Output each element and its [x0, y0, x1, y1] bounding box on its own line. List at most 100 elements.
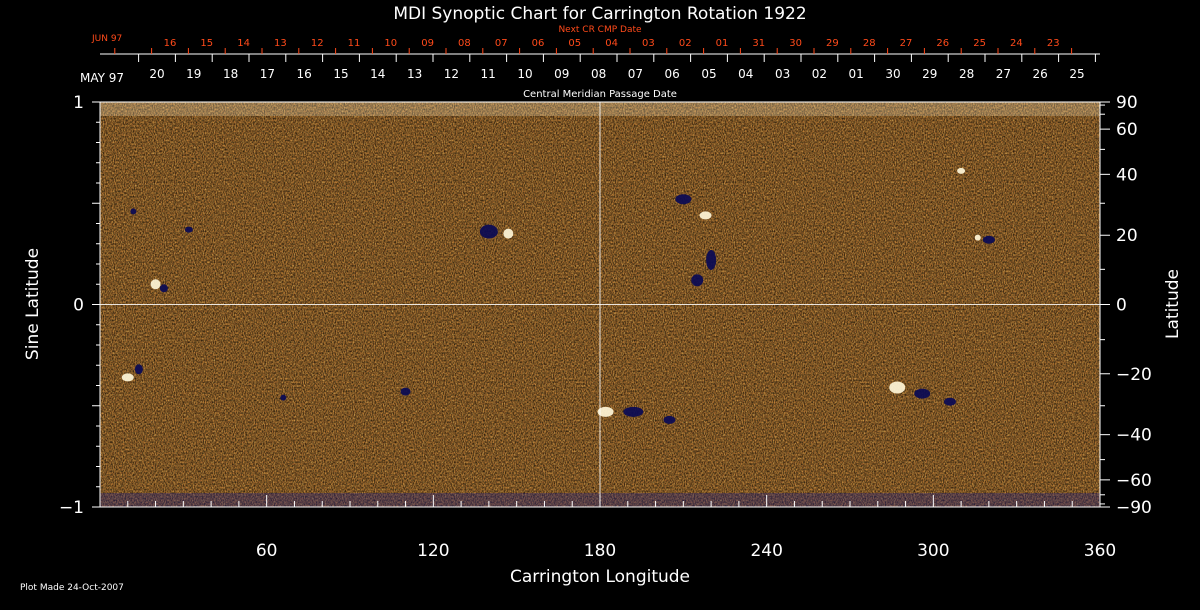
current-date-label: 25 [1069, 67, 1084, 81]
next-date-label: 11 [348, 38, 361, 49]
current-date-label: 28 [959, 67, 974, 81]
x-tick-label: 360 [1084, 541, 1116, 561]
next-date-label: 28 [863, 38, 876, 49]
y-tick-label: 1 [73, 93, 84, 113]
next-date-label: 26 [936, 38, 949, 49]
current-date-label: 10 [517, 67, 532, 81]
next-date-label: 15 [200, 38, 213, 49]
active-region-blob [914, 388, 931, 399]
current-date-label: 29 [922, 67, 937, 81]
next-date-label: 04 [605, 38, 618, 49]
active-region-blob [974, 234, 981, 241]
next-month-label: JUN 97 [91, 34, 122, 44]
current-date-label: 03 [775, 67, 790, 81]
next-date-label: 29 [826, 38, 839, 49]
next-date-label: 09 [421, 38, 434, 49]
next-date-label: 06 [532, 38, 545, 49]
y-tick-label: −1 [59, 498, 84, 518]
next-date-label: 31 [752, 38, 765, 49]
next-date-label: 24 [1010, 38, 1023, 49]
next-date-label: 12 [311, 38, 324, 49]
next-date-label: 27 [900, 38, 913, 49]
next-date-label: 02 [679, 38, 692, 49]
active-region-blob [280, 394, 287, 401]
current-date-label: 27 [996, 67, 1011, 81]
x-axis: 60 120 180 240 300 360 [99, 495, 1116, 561]
lat-tick-label: 90 [1116, 93, 1138, 113]
current-date-label: 26 [1033, 67, 1048, 81]
next-date-label: 01 [716, 38, 729, 49]
active-region-blob [121, 373, 134, 382]
active-region-blob [706, 249, 717, 270]
chart-title: MDI Synoptic Chart for Carrington Rotati… [393, 4, 806, 24]
active-region-blob [159, 284, 168, 293]
current-date-label: 18 [223, 67, 238, 81]
active-region-blob [957, 167, 966, 174]
lat-tick-label: −90 [1116, 498, 1152, 518]
current-date-label: 09 [554, 67, 569, 81]
y-tick-label: 0 [73, 296, 84, 316]
active-region-blob [150, 279, 161, 290]
current-date-ticks: 20 19 18 17 16 15 14 13 12 11 10 09 08 07 06 05 04 03 02 01… [138, 54, 1096, 81]
current-date-label: 16 [297, 67, 312, 81]
active-region-blob [597, 406, 614, 417]
latitude-axis-label: Latitude [1163, 269, 1183, 339]
x-tick-label: 60 [256, 541, 278, 561]
y-axis-label: Sine Latitude [23, 248, 43, 360]
y-axis: 1 0 −1 [59, 93, 100, 518]
current-date-label: 14 [370, 67, 385, 81]
current-date-label: 13 [407, 67, 422, 81]
current-date-label: 11 [481, 67, 496, 81]
lat-tick-label: 60 [1116, 120, 1138, 140]
x-tick-label: 240 [750, 541, 782, 561]
next-date-label: 14 [237, 38, 250, 49]
current-date-label: 05 [701, 67, 716, 81]
plot-made-note: Plot Made 24-Oct-2007 [20, 583, 124, 593]
current-date-label: 12 [444, 67, 459, 81]
lat-tick-label: 0 [1116, 296, 1127, 316]
active-region-blob [699, 211, 712, 220]
next-date-label: 03 [642, 38, 655, 49]
current-month-label: MAY 97 [80, 71, 124, 85]
latitude-axis: 90 60 40 20 0 −20 −40 −60 −90 [1100, 93, 1152, 518]
x-tick-label: 180 [584, 541, 616, 561]
next-date-label: 07 [495, 38, 508, 49]
current-date-label: 04 [738, 67, 753, 81]
next-date-label: 08 [458, 38, 471, 49]
active-region-blob [982, 235, 995, 244]
next-date-label: 10 [384, 38, 397, 49]
active-region-blob [675, 194, 692, 205]
current-date-label: 07 [628, 67, 643, 81]
active-region-blob [400, 387, 411, 396]
current-date-label: 01 [849, 67, 864, 81]
current-date-label: 17 [260, 67, 275, 81]
next-cmp-label: Next CR CMP Date [558, 25, 642, 35]
active-region-blob [663, 415, 676, 424]
x-axis-label: Carrington Longitude [510, 567, 690, 587]
lat-tick-label: 20 [1116, 226, 1138, 246]
next-date-label: 05 [568, 38, 581, 49]
current-date-label: 30 [885, 67, 900, 81]
active-region-blob [691, 274, 704, 287]
active-region-blob [623, 406, 644, 417]
current-date-label: 20 [149, 67, 164, 81]
next-date-label: 25 [973, 38, 986, 49]
active-region-blob [479, 224, 498, 239]
next-date-ticks: 16 15 14 13 12 11 10 09 08 07 06 05 04 03 02 01 31 30 29 28… [114, 38, 1073, 54]
next-date-label: 13 [274, 38, 287, 49]
lat-tick-label: 40 [1116, 165, 1138, 185]
next-date-label: 23 [1047, 38, 1060, 49]
x-tick-label: 120 [417, 541, 449, 561]
lat-tick-label: −60 [1116, 471, 1152, 491]
x-tick-label: 300 [917, 541, 949, 561]
current-date-label: 15 [333, 67, 348, 81]
active-region-blob [134, 364, 143, 375]
active-region-blob [944, 397, 956, 406]
active-region-blob [130, 208, 137, 215]
current-date-label: 08 [591, 67, 606, 81]
lat-tick-label: −40 [1116, 426, 1152, 446]
current-date-label: 19 [186, 67, 201, 81]
active-region-blob [184, 226, 193, 233]
current-date-label: 02 [812, 67, 827, 81]
